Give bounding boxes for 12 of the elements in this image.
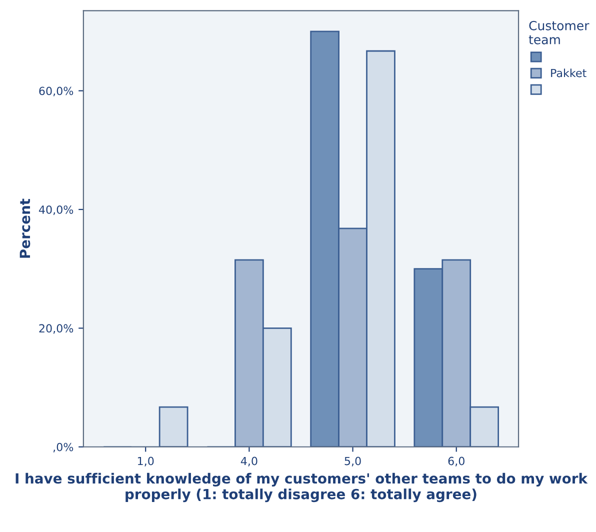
y-axis-title: Percent [20,198,30,258]
x-tick-label: 4,0 [240,456,258,466]
x-tick-label: 6,0 [448,456,464,466]
y-tick-label: ,0% [53,442,74,452]
y-tick-label: 20,0% [39,324,74,334]
legend-label: Pakket [551,68,586,78]
x-tick-label: 5,0 [344,456,361,466]
legend-title: Customer team [528,20,590,44]
y-tick-label: 40,0% [38,205,74,215]
y-tick-label: 60,0% [39,86,74,96]
x-tick-label: 1,0 [138,456,154,466]
x-axis-title: I have sufficient knowledge of my customers' other teams to do my work properly (1: totally disagree 6: totally agree) [16,472,588,502]
